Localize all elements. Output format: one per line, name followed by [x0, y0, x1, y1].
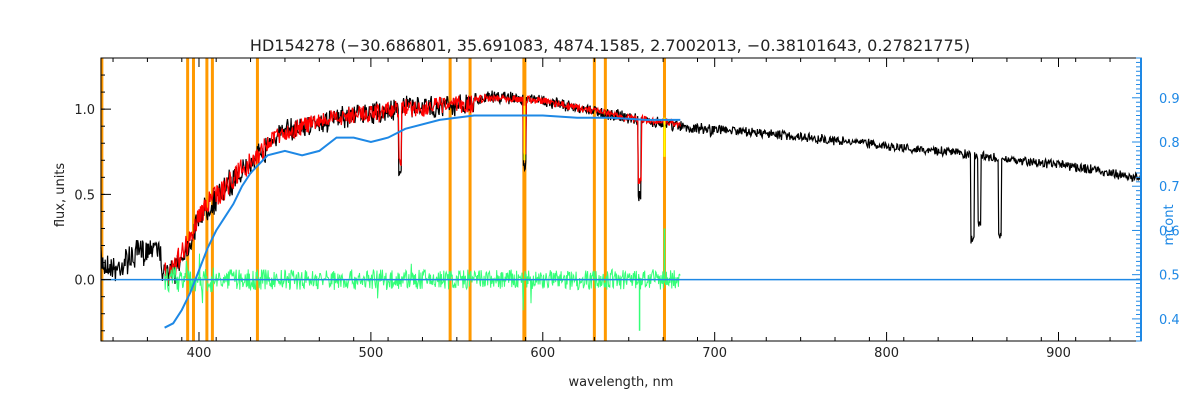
- axes-layer: 400 500 600 700 800 900 0.0 0.5 1.0 0.4 0.5 0.6 0.7 0…: [74, 57, 1180, 361]
- y-axis-label: flux, units: [53, 163, 68, 228]
- y2-tick-label: 0.6: [1159, 224, 1180, 239]
- y2-tick-label: 0.9: [1159, 92, 1180, 107]
- x-tick-label: 400: [187, 346, 212, 361]
- x-tick-label: 700: [702, 346, 727, 361]
- residuals-line: [164, 253, 681, 311]
- y-tick-label: 0.0: [74, 274, 95, 289]
- x-tick-label: 600: [530, 346, 555, 361]
- x-tick-label: 900: [1046, 346, 1071, 361]
- y2-tick-label: 0.7: [1159, 180, 1180, 195]
- model-spectrum-layer: [164, 93, 681, 285]
- y-tick-label: 1.0: [74, 103, 95, 118]
- y2-tick-label: 0.8: [1159, 136, 1180, 151]
- y2-tick-label: 0.4: [1159, 313, 1180, 328]
- mcont-curve: [164, 114, 681, 329]
- y2-axis-label: mcont: [1162, 204, 1177, 245]
- chart-title: HD154278 (−30.686801, 35.691083, 4874.15…: [250, 36, 970, 55]
- mcont-layer: [101, 114, 1141, 329]
- x-tick-label: 500: [358, 346, 383, 361]
- x-axis-label: wavelength, nm: [569, 375, 674, 390]
- y2-tick-label: 0.5: [1159, 269, 1180, 284]
- x-tick-label: 800: [874, 346, 899, 361]
- y-tick-label: 0.5: [74, 188, 95, 203]
- model-spectrum-line: [164, 93, 681, 285]
- reference-lines-layer: [100, 58, 666, 341]
